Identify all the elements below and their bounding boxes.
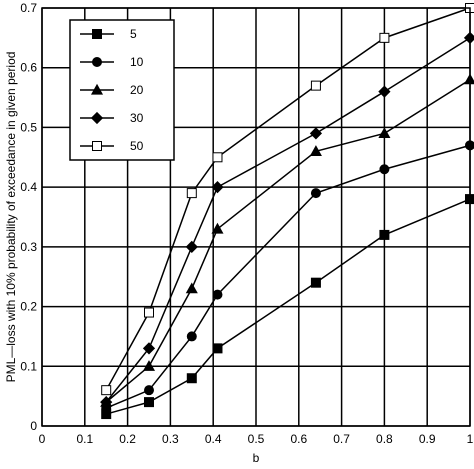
y-tick-label: 0.5: [20, 120, 37, 134]
data-point-50: [310, 80, 321, 91]
legend: 5 10 20 30 50: [69, 19, 175, 161]
x-tick-label: 0.8: [376, 432, 393, 446]
x-tick-label: 1: [467, 432, 474, 446]
data-point-30: [378, 85, 391, 98]
data-point-5: [310, 277, 321, 288]
data-point-20: [309, 145, 322, 156]
x-tick-label: 0.7: [333, 432, 350, 446]
y-tick-label: 0.3: [20, 240, 37, 254]
data-point-10: [379, 164, 390, 175]
data-point-5: [186, 373, 197, 384]
series-line-10: [105, 144, 471, 409]
legend-label: 30: [130, 111, 144, 125]
legend-label: 5: [130, 27, 137, 41]
data-point-10: [310, 188, 321, 199]
x-tick-label: 0.5: [248, 432, 265, 446]
x-tick-label: 0.4: [205, 432, 222, 446]
plot-frame: [41, 7, 471, 427]
x-tick-label: 0.3: [162, 432, 179, 446]
legend-marker: [90, 83, 104, 95]
x-tick-label: 0.1: [76, 432, 93, 446]
data-point-50: [101, 385, 112, 396]
series-20: [100, 73, 474, 407]
legend-label: 20: [130, 83, 144, 97]
legend-item: 30: [80, 111, 144, 125]
data-point-20: [211, 222, 224, 234]
x-axis-label: b: [253, 451, 260, 465]
y-tick-label: 0.7: [20, 1, 37, 15]
y-tick-label: 0.6: [20, 61, 37, 75]
legend-marker: [92, 57, 102, 67]
y-tick-label: 0: [30, 419, 37, 433]
legend-item: 10: [80, 55, 144, 69]
x-tick-label: 0.2: [119, 432, 136, 446]
legend-item: 50: [80, 139, 144, 153]
data-point-5: [144, 397, 154, 408]
data-point-50: [212, 152, 223, 163]
x-tick-label: 0.9: [419, 432, 436, 446]
data-point-50: [186, 188, 197, 199]
series-10: [101, 140, 474, 414]
y-tick-label: 0.2: [20, 300, 37, 314]
legend-marker: [90, 111, 104, 125]
legend-marker: [92, 141, 102, 151]
data-point-30: [100, 396, 113, 409]
legend-label: 50: [130, 139, 144, 153]
data-point-30: [185, 240, 198, 253]
data-point-5: [379, 229, 390, 240]
data-point-10: [212, 289, 223, 300]
legend-marker: [92, 29, 102, 39]
data-point-50: [144, 307, 154, 318]
tick-labels: 0 0.1 0.2 0.3 0.4 0.5 0.6 0.7 0.8 0.9 100.10.20.30…: [20, 1, 473, 446]
legend-label: 10: [130, 55, 144, 69]
x-tick-label: 0: [39, 432, 46, 446]
x-tick-label: 0.6: [290, 432, 307, 446]
data-point-30: [211, 181, 224, 194]
series-layer: [100, 3, 474, 420]
data-point-5: [212, 343, 223, 354]
y-tick-label: 0.4: [20, 180, 37, 194]
data-point-10: [186, 331, 197, 342]
y-axis-label: PML—loss with 10% probability of exceeda…: [4, 52, 18, 383]
data-point-30: [309, 127, 323, 140]
data-point-20: [142, 360, 156, 371]
data-point-30: [142, 342, 156, 355]
legend-item: 20: [80, 83, 144, 97]
data-point-10: [144, 385, 154, 396]
data-point-20: [378, 127, 391, 139]
legend-item: 5: [80, 27, 137, 41]
y-tick-label: 0.1: [20, 359, 37, 373]
data-point-20: [185, 282, 198, 294]
data-point-50: [379, 32, 390, 43]
